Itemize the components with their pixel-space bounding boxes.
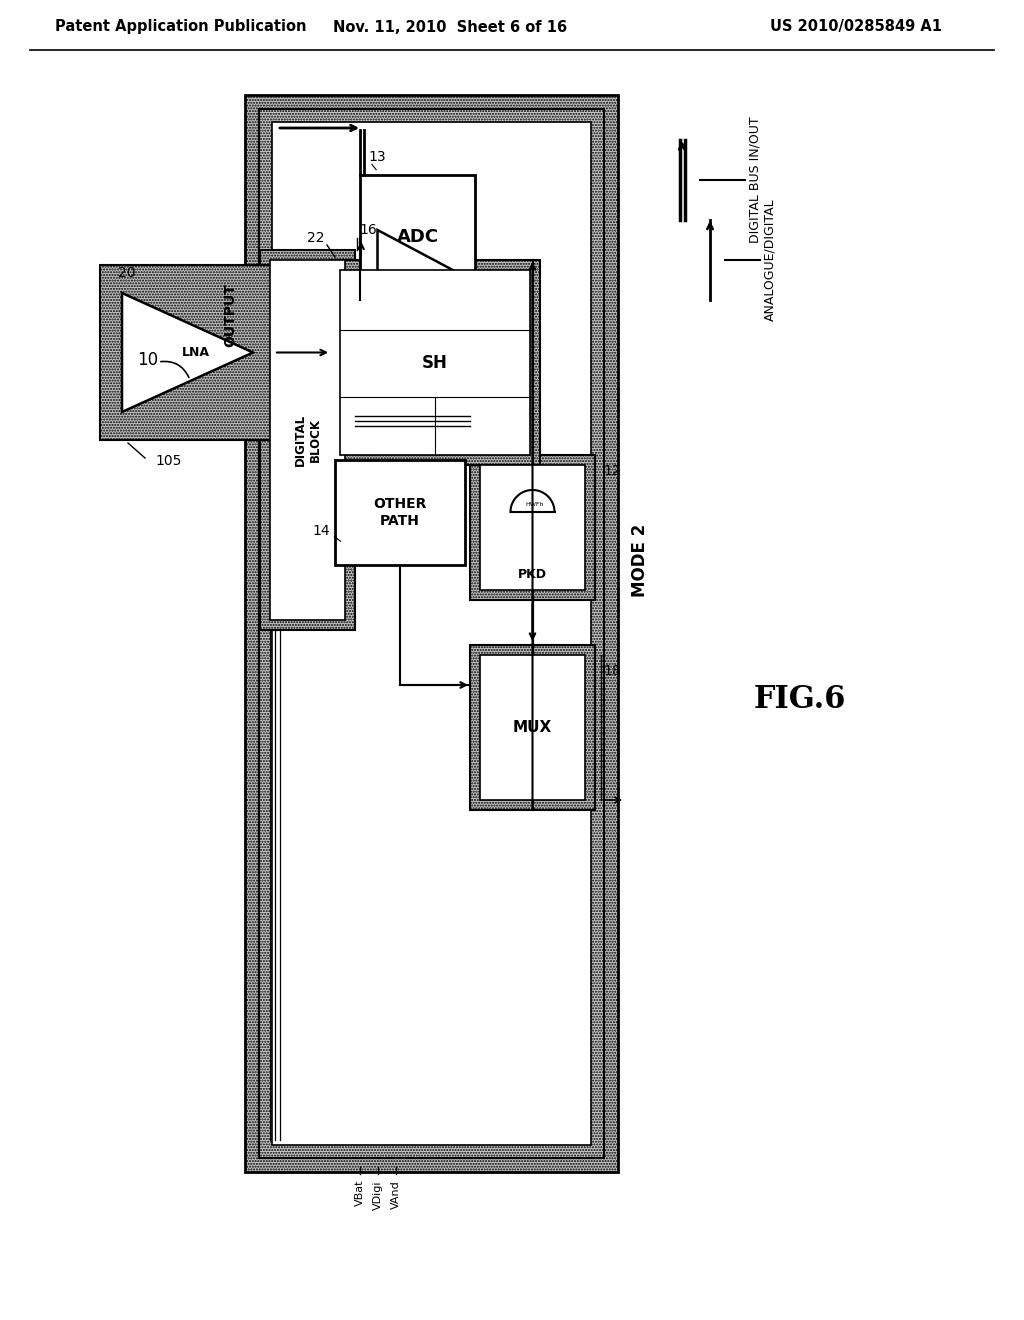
Bar — [340, 271, 530, 455]
Bar — [330, 260, 540, 465]
Text: OTHER
PATH: OTHER PATH — [374, 498, 427, 528]
Text: 13: 13 — [368, 150, 386, 164]
Bar — [100, 265, 275, 440]
Text: PKD: PKD — [518, 569, 547, 582]
Bar — [470, 645, 595, 810]
Bar — [270, 260, 345, 620]
Text: DIGITAL
BLOCK: DIGITAL BLOCK — [294, 414, 322, 466]
Text: 14: 14 — [312, 524, 330, 539]
Text: DIGITAL BUS IN/OUT: DIGITAL BUS IN/OUT — [748, 116, 761, 243]
Text: Patent Application Publication: Patent Application Publication — [55, 20, 306, 34]
Polygon shape — [378, 230, 458, 315]
Text: 22: 22 — [307, 231, 325, 246]
Bar — [245, 95, 618, 1172]
Text: ANALOGUE/DIGITAL: ANALOGUE/DIGITAL — [763, 199, 776, 321]
Bar — [335, 459, 465, 565]
Text: ADC: ADC — [396, 228, 438, 247]
Bar — [272, 121, 591, 1144]
Text: MUX: MUX — [513, 719, 552, 735]
Text: VAnd: VAnd — [391, 1180, 401, 1209]
Text: SH: SH — [422, 354, 447, 371]
Text: LNA: LNA — [181, 346, 210, 359]
Bar — [480, 655, 585, 800]
Text: 10: 10 — [137, 351, 159, 370]
Bar — [259, 110, 604, 1158]
Text: HWFh: HWFh — [525, 502, 544, 507]
Text: 105: 105 — [155, 454, 181, 469]
Bar — [260, 249, 355, 630]
Text: Nov. 11, 2010  Sheet 6 of 16: Nov. 11, 2010 Sheet 6 of 16 — [333, 20, 567, 34]
Text: 16: 16 — [359, 223, 377, 238]
Bar — [470, 455, 595, 601]
Bar — [259, 110, 604, 1158]
Text: VDigi: VDigi — [373, 1180, 383, 1209]
Text: US 2010/0285849 A1: US 2010/0285849 A1 — [770, 20, 942, 34]
Text: OUTPUT: OUTPUT — [223, 282, 237, 347]
Text: 12: 12 — [603, 465, 621, 478]
Text: 20: 20 — [118, 267, 135, 280]
Text: FIG.6: FIG.6 — [754, 685, 846, 715]
Text: 18: 18 — [603, 664, 621, 678]
Text: MODE 2: MODE 2 — [631, 523, 649, 597]
Text: VBat: VBat — [355, 1180, 365, 1206]
Bar — [480, 465, 585, 590]
Bar — [360, 176, 475, 300]
Polygon shape — [122, 293, 253, 412]
